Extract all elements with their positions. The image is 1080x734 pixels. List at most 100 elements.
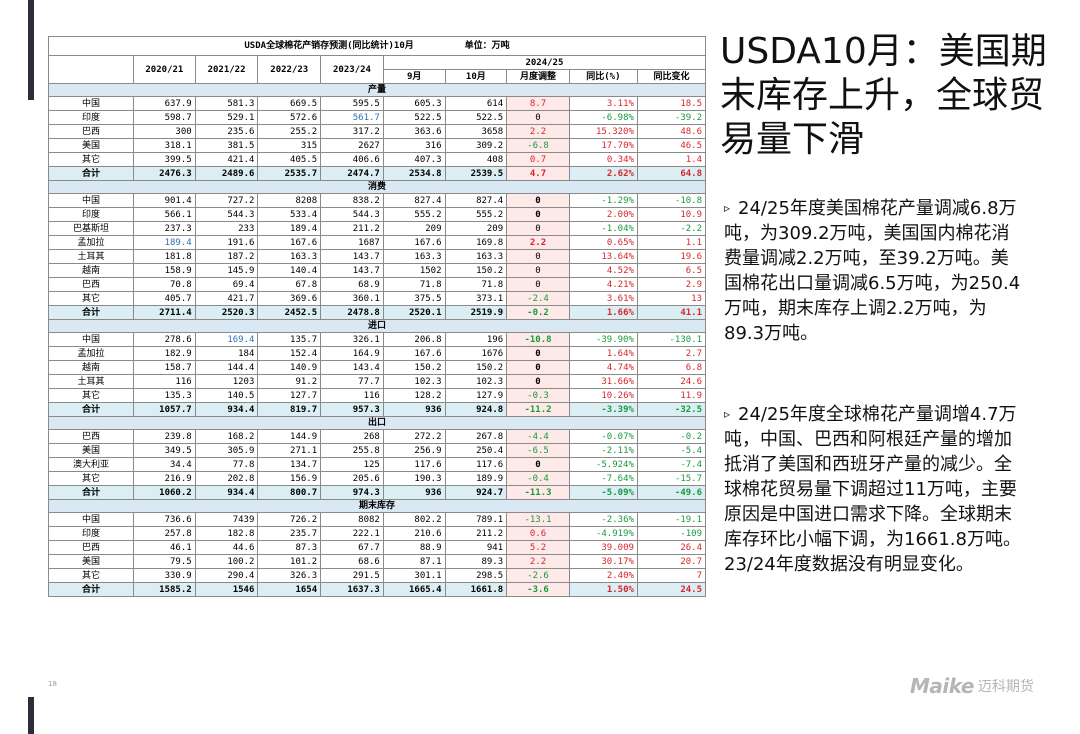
value-cell: -11.2 — [506, 402, 570, 417]
value-cell: 164.9 — [320, 346, 384, 361]
row-label: 合计 — [47, 402, 135, 417]
value-cell: 24.5 — [636, 582, 707, 597]
value-cell: 163.3 — [257, 249, 322, 264]
value-cell: -5.4 — [636, 443, 707, 458]
value-cell: 34.4 — [133, 457, 196, 472]
value-cell: 802.2 — [382, 512, 446, 527]
value-cell: -1.29% — [568, 193, 638, 208]
row-label: 澳大利亚 — [47, 457, 135, 472]
value-cell: 158.7 — [133, 360, 196, 375]
value-cell: 555.2 — [382, 207, 446, 222]
value-cell: 19.6 — [636, 249, 707, 264]
value-cell: 0.34% — [568, 152, 638, 167]
value-cell: 1637.3 — [320, 582, 384, 597]
value-cell: 290.4 — [194, 568, 259, 583]
value-cell: 250.4 — [444, 443, 508, 458]
value-cell: 405.7 — [133, 291, 196, 306]
value-cell: 41.1 — [636, 305, 707, 320]
value-cell: 1676 — [444, 346, 508, 361]
table-body: USDA全球棉花产销存预测(同比统计)10月 单位：万吨 2020/21 202… — [47, 36, 707, 597]
value-cell: 6.8 — [636, 360, 707, 375]
value-cell: -6.98% — [568, 110, 638, 125]
total-row: 合计 1057.7 934.4 819.7 957.3 936 924.8 -11.2 -3.3… — [47, 402, 707, 417]
value-cell: 267.8 — [444, 429, 508, 444]
value-cell: 13 — [636, 291, 707, 306]
value-cell: 369.6 — [257, 291, 322, 306]
value-cell: 152.4 — [257, 346, 322, 361]
value-cell: 381.5 — [194, 138, 259, 153]
section-row: 出口 — [48, 416, 706, 430]
value-cell: 2519.9 — [444, 305, 508, 320]
table-row: 其它 399.5 421.4 405.5 406.6 407.3 408 0.7 0.34% 1.… — [47, 152, 707, 167]
value-cell: 134.7 — [257, 457, 322, 472]
header-year-2020: 2020/21 — [133, 55, 196, 84]
row-label: 美国 — [47, 138, 135, 153]
value-cell: 934.4 — [194, 485, 259, 500]
value-cell: 239.8 — [133, 429, 196, 444]
value-cell: 182.8 — [194, 526, 259, 541]
value-cell: 181.8 — [133, 249, 196, 264]
value-cell: 7 — [636, 568, 707, 583]
table-title: USDA全球棉花产销存预测(同比统计)10月 — [244, 41, 414, 51]
value-cell: 533.4 — [257, 207, 322, 222]
summary-paragraph-global-text: 24/25年度全球棉花产量调增4.7万吨，中国、巴西和阿根廷产量的增加抵消了美国… — [724, 404, 1021, 575]
value-cell: 2.40% — [568, 568, 638, 583]
value-cell: -130.1 — [636, 332, 707, 347]
value-cell: 158.9 — [133, 263, 196, 278]
row-label: 越南 — [47, 263, 135, 278]
value-cell: 0 — [506, 374, 570, 389]
value-cell: -2.2 — [636, 221, 707, 236]
value-cell: 128.2 — [382, 388, 446, 403]
value-cell: 349.5 — [133, 443, 196, 458]
value-cell: 789.1 — [444, 512, 508, 527]
section-row: 期末库存 — [48, 499, 706, 513]
value-cell: 0 — [506, 221, 570, 236]
value-cell: 0.65% — [568, 235, 638, 250]
value-cell: 87.1 — [382, 554, 446, 569]
row-label: 其它 — [47, 152, 135, 167]
value-cell: -0.4 — [506, 471, 570, 486]
table-row: 美国 349.5 305.9 271.1 255.8 256.9 250.4 -6.5 -2.1… — [47, 443, 707, 458]
value-cell: 1.4 — [636, 152, 707, 167]
value-cell: -0.3 — [506, 388, 570, 403]
value-cell: 145.9 — [194, 263, 259, 278]
value-cell: 48.6 — [636, 124, 707, 139]
value-cell: 17.70% — [568, 138, 638, 153]
value-cell: -2.11% — [568, 443, 638, 458]
value-cell: 934.4 — [194, 402, 259, 417]
value-cell: 727.2 — [194, 193, 259, 208]
table-row: 美国 318.1 381.5 315 2627 316 309.2 -6.8 17.70% 46.… — [47, 138, 707, 153]
page-number: 18 — [48, 680, 57, 688]
value-cell: 10.9 — [636, 207, 707, 222]
value-cell: 901.4 — [133, 193, 196, 208]
table-row: 澳大利亚 34.4 77.8 134.7 125 117.6 117.6 0 -5.924% -7… — [47, 457, 707, 472]
value-cell: 222.1 — [320, 526, 384, 541]
value-cell: 669.5 — [257, 96, 322, 111]
total-row: 合计 1060.2 934.4 800.7 974.3 936 924.7 -11.3 -5.0… — [47, 485, 707, 500]
value-cell: 421.4 — [194, 152, 259, 167]
value-cell: 8208 — [257, 193, 322, 208]
total-row: 合计 2476.3 2489.6 2535.7 2474.7 2534.8 2539.5 4.… — [47, 166, 707, 181]
value-cell: 4.7 — [506, 166, 570, 181]
value-cell: 4.52% — [568, 263, 638, 278]
value-cell: 44.6 — [194, 540, 259, 555]
usda-cotton-table-container: USDA全球棉花产销存预测(同比统计)10月 单位：万吨 2020/21 202… — [47, 36, 707, 674]
row-label: 土耳其 — [47, 374, 135, 389]
value-cell: 140.4 — [257, 263, 322, 278]
value-cell: 1.64% — [568, 346, 638, 361]
value-cell: 360.1 — [320, 291, 384, 306]
value-cell: 1665.4 — [382, 582, 446, 597]
header-oct: 10月 — [444, 69, 508, 84]
value-cell: 3.11% — [568, 96, 638, 111]
value-cell: 0 — [506, 263, 570, 278]
row-label: 中国 — [47, 332, 135, 347]
row-label: 中国 — [47, 96, 135, 111]
value-cell: 1060.2 — [133, 485, 196, 500]
row-label: 其它 — [47, 291, 135, 306]
value-cell: 163.3 — [444, 249, 508, 264]
value-cell: 827.4 — [382, 193, 446, 208]
value-cell: 143.7 — [320, 249, 384, 264]
value-cell: 2478.8 — [320, 305, 384, 320]
value-cell: 298.5 — [444, 568, 508, 583]
value-cell: 317.2 — [320, 124, 384, 139]
